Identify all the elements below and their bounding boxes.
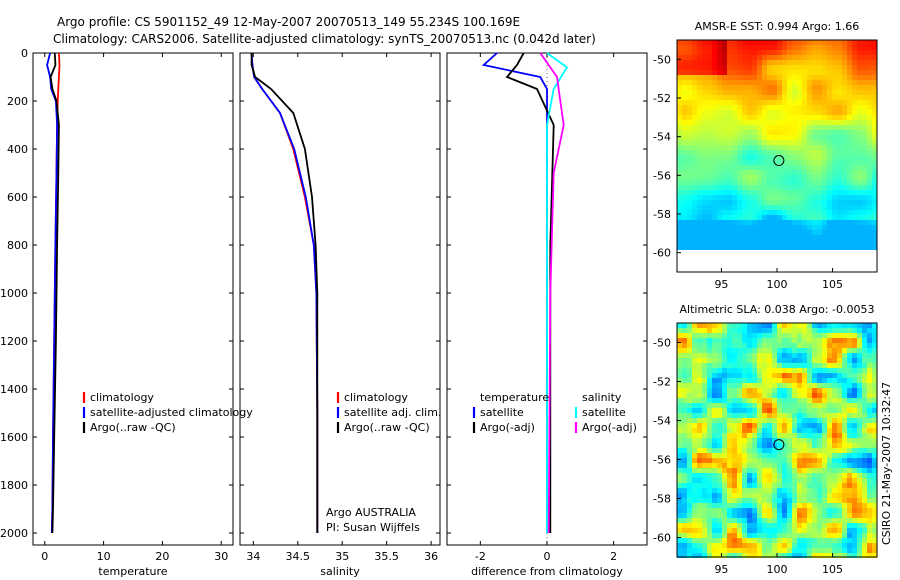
x-tick-label-temperature: 10 [97,550,111,563]
legend-diff-2-label: satellite [582,406,626,419]
map-x-tick-label-altimetric_sla: 95 [714,563,728,576]
map-y-tick-label-altimetric_sla: -60 [653,532,671,545]
y-tick-label: 400 [7,143,28,156]
x-axis-label-difference: difference from climatology [471,565,623,578]
map-x-tick-label-altimetric_sla: 105 [822,563,843,576]
x-tick-label-salinity: 35 [335,550,349,563]
x-axis-label-salinity: salinity [320,565,360,578]
footer-timestamp: CSIRO 21-May-2007 10:32:47 [880,382,893,545]
legend-group-salinity: salinity [582,391,622,404]
legend-sal-1-label: satellite adj. clim. [344,406,441,419]
map-x-tick-label-amsr_sst: 100 [767,278,788,291]
map-y-tick-label-amsr_sst: -56 [653,169,671,182]
y-tick-label: 2000 [0,527,28,540]
title-line-1: Argo profile: CS 5901152_49 12-May-2007 … [57,15,520,29]
legend-temp-1-label: satellite-adjusted climatology [90,406,253,419]
x-tick-label-salinity: 35.5 [374,550,399,563]
axes-box-temperature [32,52,234,546]
float-location-marker-altimetric_sla [773,439,785,451]
legend-diff-3-label: Argo(-adj) [582,421,637,434]
legend-diff-0-label: satellite [480,406,524,419]
series-difference-2 [546,52,569,533]
heatmap-cells-amsr_sst [677,40,877,250]
x-tick-label-difference: -2 [475,550,486,563]
x-tick-label-salinity: 36 [424,550,438,563]
y-tick-label: 800 [7,239,28,252]
x-tick-label-difference: 0 [544,550,551,563]
map-y-tick-label-altimetric_sla: -52 [653,376,671,389]
series-difference-3 [539,52,565,534]
map-y-tick-label-altimetric_sla: -58 [653,493,671,506]
legend-group-temperature: temperature [480,391,549,404]
y-tick-label: 1000 [0,287,28,300]
y-tick-label: 600 [7,191,28,204]
series-temperature-1 [46,52,59,534]
map-title-amsr_sst: AMSR-E SST: 0.994 Argo: 1.66 [695,20,860,33]
x-tick-label-temperature: 20 [155,550,169,563]
series-salinity-2 [250,53,319,533]
x-tick-label-temperature: 30 [214,550,228,563]
y-tick-label: 1400 [0,383,28,396]
legend-temp-2-label: Argo(..raw -QC) [90,421,176,434]
legend-temp-0-label: climatology [90,391,154,404]
x-axis-label-temperature: temperature [98,565,167,578]
map-x-tick-label-amsr_sst: 95 [714,278,728,291]
x-tick-label-salinity: 34.5 [286,550,311,563]
title-line-2: Climatology: CARS2006. Satellite-adjuste… [53,32,596,46]
map-y-tick-label-amsr_sst: -50 [653,53,671,66]
map-x-tick-label-altimetric_sla: 100 [767,563,788,576]
y-tick-label: 0 [21,47,28,60]
map-y-tick-label-amsr_sst: -58 [653,208,671,221]
series-temperature-2 [49,52,60,534]
x-tick-label-salinity: 34 [246,550,260,563]
axes-box-salinity [239,52,441,546]
x-tick-label-difference: 2 [610,550,617,563]
heatmap-cells-altimetric_sla [677,323,877,558]
map-y-tick-label-altimetric_sla: -50 [653,337,671,350]
map-y-tick-label-altimetric_sla: -54 [653,415,671,428]
x-tick-label-temperature: 0 [41,550,48,563]
y-tick-label: 1800 [0,479,28,492]
map-title-altimetric_sla: Altimetric SLA: 0.038 Argo: -0.0053 [680,303,875,316]
float-location-marker-amsr_sst [773,155,785,167]
y-tick-label: 1200 [0,335,28,348]
annotation-argo-australia: Argo AUSTRALIA [326,506,416,519]
legend-sal-2-label: Argo(..raw -QC) [344,421,430,434]
annotation-pi: PI: Susan Wijffels [326,521,420,534]
legend-diff-1-label: Argo(-adj) [480,421,535,434]
map-y-tick-label-amsr_sst: -54 [653,131,671,144]
y-tick-label: 1600 [0,431,28,444]
map-x-tick-label-amsr_sst: 105 [822,278,843,291]
map-y-tick-label-altimetric_sla: -56 [653,454,671,467]
map-y-tick-label-amsr_sst: -52 [653,92,671,105]
legend-sal-0-label: climatology [344,391,408,404]
y-tick-label: 200 [7,95,28,108]
map-y-tick-label-amsr_sst: -60 [653,247,671,260]
